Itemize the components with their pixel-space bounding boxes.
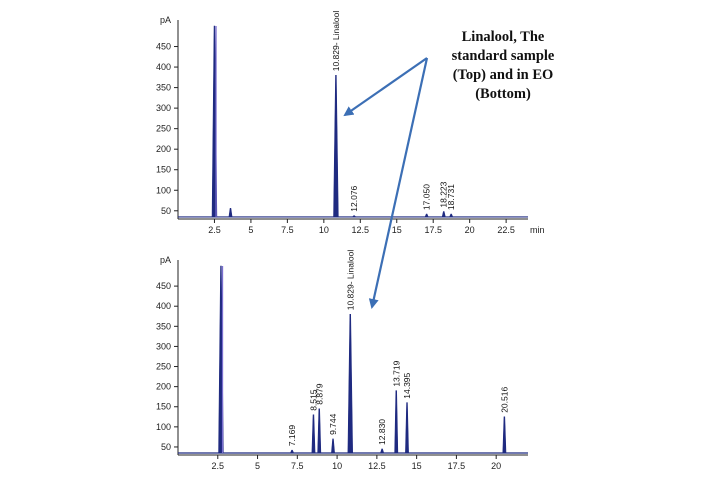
annotation-text: Linalool, The standard sample (Top) and …	[418, 28, 588, 104]
y-tick-label: 50	[161, 206, 171, 216]
x-tick-label: 17.5	[448, 461, 466, 471]
x-tick-label: 15	[412, 461, 422, 471]
peak: 12.076	[349, 185, 359, 218]
x-tick-label: 20	[491, 461, 501, 471]
peak-label: 18.731	[446, 184, 456, 210]
peak-label: 20.516	[499, 387, 509, 413]
annotation-line: Linalool, The	[461, 29, 545, 45]
peak-label: 12.076	[349, 185, 359, 211]
peak-label: 9.744	[328, 413, 338, 435]
peak-label: 12.830	[377, 419, 387, 445]
peak-shape	[347, 313, 353, 454]
y-tick-label: 150	[156, 402, 171, 412]
peak: 20.516	[499, 387, 509, 454]
peak-shape	[351, 215, 357, 218]
peak-shape	[317, 408, 322, 454]
x-tick-label: 22.5	[497, 225, 515, 235]
y-tick-label: 300	[156, 341, 171, 351]
peak: 13.719	[391, 360, 401, 454]
peak-label: 14.395	[402, 372, 412, 398]
annotation-line: standard sample	[451, 48, 555, 64]
y-tick-label: 100	[156, 422, 171, 432]
peak-shape	[380, 448, 385, 454]
annotation-line: (Top) and in EO	[452, 67, 554, 83]
peak-shape	[424, 213, 429, 218]
peak-label: 17.050	[422, 184, 432, 210]
peak-label: 18.223	[439, 181, 449, 207]
peak-label: 10.829- Linalool	[331, 11, 341, 72]
peak-shape	[311, 414, 316, 454]
y-tick-label: 200	[156, 144, 171, 154]
peak	[228, 208, 233, 218]
y-tick-label: 50	[161, 442, 171, 452]
x-tick-label: 5	[248, 225, 253, 235]
y-tick-label: 100	[156, 185, 171, 195]
peak: 17.050	[422, 184, 432, 218]
peak-shape	[449, 213, 454, 218]
peak	[218, 265, 224, 454]
y-tick-label: 350	[156, 83, 171, 93]
y-axis-unit: pA	[160, 255, 171, 265]
x-tick-label: 2.5	[212, 461, 225, 471]
annotation-line: (Bottom)	[475, 86, 531, 102]
peak-label: 10.829- Linalool	[345, 250, 355, 311]
x-tick-label: 7.5	[281, 225, 294, 235]
peak-shape	[333, 74, 339, 218]
arrow-to-top-peak	[343, 57, 428, 117]
peak: 10.829- Linalool	[331, 11, 341, 218]
peak-shape	[394, 390, 399, 454]
peak-shape	[441, 211, 446, 218]
x-tick-label: 15	[392, 225, 402, 235]
y-tick-label: 250	[156, 124, 171, 134]
y-tick-label: 350	[156, 321, 171, 331]
x-tick-label: 5	[255, 461, 260, 471]
x-tick-label: 12.5	[368, 461, 386, 471]
peak-shape	[502, 416, 507, 454]
peak: 9.744	[328, 413, 338, 454]
y-tick-label: 400	[156, 62, 171, 72]
peak: 8.879	[314, 383, 324, 454]
peak: 10.829- Linalool	[345, 250, 355, 454]
y-tick-label: 300	[156, 103, 171, 113]
x-tick-label: 7.5	[291, 461, 304, 471]
arrow-to-bottom-peak	[368, 57, 429, 309]
x-tick-label: 10	[319, 225, 329, 235]
peak-shape	[228, 208, 233, 218]
x-tick-label: 17.5	[424, 225, 442, 235]
peak-label: 8.879	[314, 383, 324, 405]
y-axis-unit: pA	[160, 15, 171, 25]
peak: 7.169	[287, 425, 297, 454]
chart-bottom-eo: 50 100 150 200 250 300 350 400 450 pA 2.5 5 7.5 10 12.…	[156, 250, 528, 471]
peak	[211, 25, 218, 218]
peak-shape	[405, 402, 409, 454]
x-axis-unit: min	[530, 225, 545, 235]
y-tick-label: 150	[156, 165, 171, 175]
annotation-arrows	[343, 57, 429, 309]
peak: 12.830	[377, 419, 387, 454]
y-tick-label: 450	[156, 42, 171, 52]
y-tick-label: 400	[156, 301, 171, 311]
peak: 14.395	[402, 372, 412, 454]
peak-label: 13.719	[391, 360, 401, 386]
peak-label: 8.515	[308, 389, 318, 411]
peak-shape	[289, 449, 295, 454]
chart-top-standard: 50 100 150 200 250 300 350 400 450 pA 2.5 5 7.5 10 12.…	[156, 11, 545, 235]
x-tick-label: 2.5	[208, 225, 221, 235]
peak: 18.223	[439, 181, 449, 218]
peak-shape	[331, 438, 335, 454]
x-tick-label: 12.5	[352, 225, 370, 235]
peak: 18.731	[446, 184, 456, 218]
y-tick-label: 200	[156, 382, 171, 392]
peak: 8.515	[308, 389, 318, 454]
x-tick-label: 20	[465, 225, 475, 235]
x-tick-label: 10	[332, 461, 342, 471]
y-tick-label: 250	[156, 362, 171, 372]
y-tick-label: 450	[156, 281, 171, 291]
peak-label: 7.169	[287, 425, 297, 447]
